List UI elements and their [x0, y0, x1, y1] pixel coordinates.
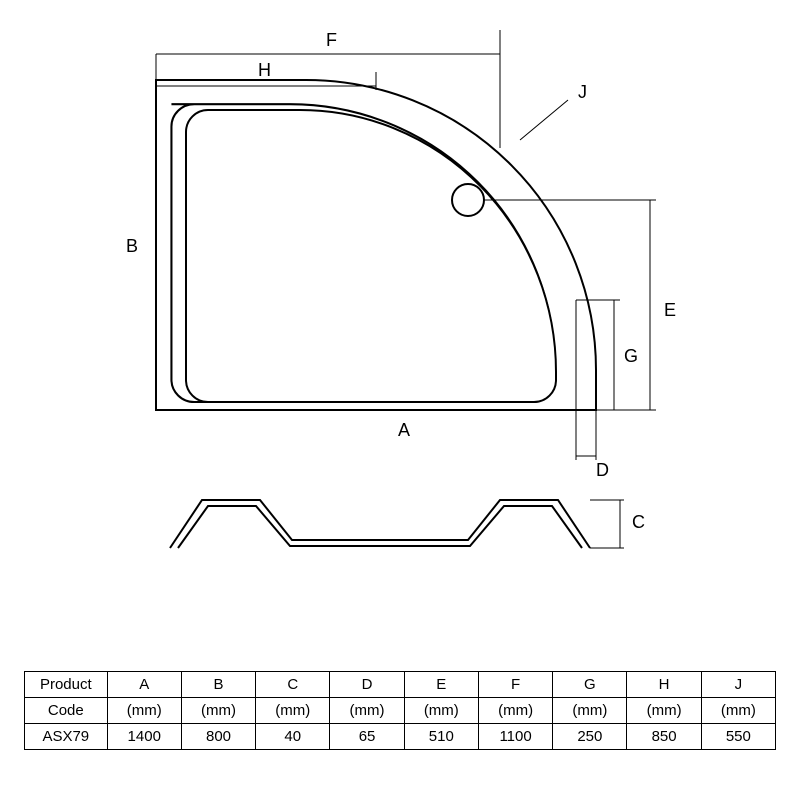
dim-label-A: A: [398, 420, 410, 441]
table-header-row-1: Product A B C D E F G H J: [25, 672, 776, 698]
cell-B: 800: [181, 724, 255, 750]
dim-label-F: F: [326, 30, 337, 51]
col-head-B-2: (mm): [181, 698, 255, 724]
dim-label-D: D: [596, 460, 609, 481]
dimension-table: Product A B C D E F G H J Code (mm) (mm)…: [24, 671, 776, 750]
cell-C: 40: [256, 724, 330, 750]
dim-label-C: C: [632, 512, 645, 533]
cell-D: 65: [330, 724, 404, 750]
col-head-F-2: (mm): [478, 698, 552, 724]
col-head-H-1: H: [627, 672, 701, 698]
tray-profile-inner: [178, 506, 582, 548]
col-head-A-1: A: [107, 672, 181, 698]
dim-label-H: H: [258, 60, 271, 81]
col-head-G-2: (mm): [553, 698, 627, 724]
dim-label-G: G: [624, 346, 638, 367]
cell-J: 550: [701, 724, 775, 750]
spec-table: Product A B C D E F G H J Code (mm) (mm)…: [24, 671, 776, 750]
col-head-code-2: Code: [25, 698, 108, 724]
col-head-E-1: E: [404, 672, 478, 698]
cell-E: 510: [404, 724, 478, 750]
table-row: ASX79 1400 800 40 65 510 1100 250 850 55…: [25, 724, 776, 750]
cell-A: 1400: [107, 724, 181, 750]
col-head-D-2: (mm): [330, 698, 404, 724]
col-head-code-1: Product: [25, 672, 108, 698]
cell-code: ASX79: [25, 724, 108, 750]
cell-G: 250: [553, 724, 627, 750]
cell-H: 850: [627, 724, 701, 750]
col-head-F-1: F: [478, 672, 552, 698]
dim-label-J: J: [578, 82, 587, 103]
col-head-A-2: (mm): [107, 698, 181, 724]
col-head-G-1: G: [553, 672, 627, 698]
table-header-row-2: Code (mm) (mm) (mm) (mm) (mm) (mm) (mm) …: [25, 698, 776, 724]
col-head-B-1: B: [181, 672, 255, 698]
col-head-C-1: C: [256, 672, 330, 698]
col-head-D-1: D: [330, 672, 404, 698]
tray-profile: [170, 500, 590, 548]
col-head-E-2: (mm): [404, 698, 478, 724]
col-head-J-1: J: [701, 672, 775, 698]
cell-F: 1100: [478, 724, 552, 750]
col-head-C-2: (mm): [256, 698, 330, 724]
col-head-J-2: (mm): [701, 698, 775, 724]
col-head-H-2: (mm): [627, 698, 701, 724]
dim-label-E: E: [664, 300, 676, 321]
dim-label-B: B: [126, 236, 138, 257]
